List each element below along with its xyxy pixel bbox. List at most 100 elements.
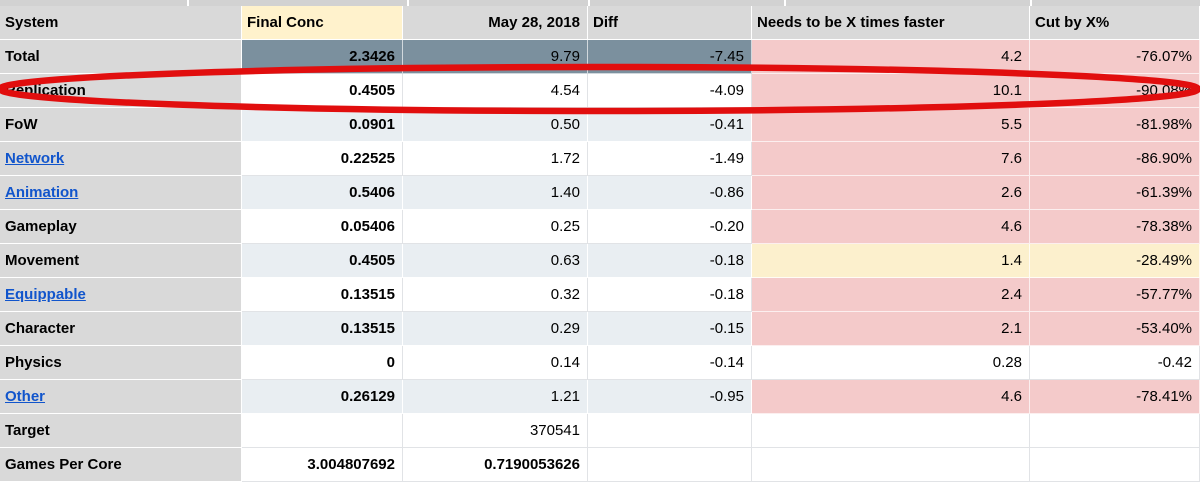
- cell-cut[interactable]: -76.07%: [1030, 40, 1200, 74]
- cell-needs[interactable]: 10.1: [752, 74, 1030, 108]
- cell-final-conc[interactable]: 0: [242, 346, 403, 380]
- column-header-may-28-2018[interactable]: May 28, 2018: [403, 6, 588, 40]
- cell-diff[interactable]: -0.14: [588, 346, 752, 380]
- cell-may28[interactable]: 0.25: [403, 210, 588, 244]
- cell-may28[interactable]: 370541: [403, 414, 588, 448]
- cell-final-conc[interactable]: 0.26129: [242, 380, 403, 414]
- cell-cut[interactable]: -86.90%: [1030, 142, 1200, 176]
- cell-diff[interactable]: -7.45: [588, 40, 752, 74]
- cell-may28[interactable]: 0.7190053626: [403, 448, 588, 482]
- table-row: Gameplay 0.05406 0.25 -0.20 4.6 -78.38%: [0, 210, 1200, 244]
- column-header-final-conc[interactable]: Final Conc: [242, 6, 403, 40]
- cell-final-conc[interactable]: [242, 414, 403, 448]
- cell-needs[interactable]: 0.28: [752, 346, 1030, 380]
- cell-needs[interactable]: 4.6: [752, 210, 1030, 244]
- cell-diff[interactable]: -4.09: [588, 74, 752, 108]
- column-header-cut-by-x-percent[interactable]: Cut by X%: [1030, 6, 1200, 40]
- system-link[interactable]: Other: [5, 388, 46, 405]
- cell-final-conc[interactable]: 0.5406: [242, 176, 403, 210]
- cell-system[interactable]: Games Per Core: [0, 448, 242, 482]
- cell-may28[interactable]: 9.79: [403, 40, 588, 74]
- column-header-system[interactable]: System: [0, 6, 242, 40]
- cell-diff[interactable]: -0.18: [588, 244, 752, 278]
- cell-cut[interactable]: [1030, 448, 1200, 482]
- cell-diff[interactable]: -0.20: [588, 210, 752, 244]
- cell-may28[interactable]: 0.50: [403, 108, 588, 142]
- cell-cut[interactable]: -78.38%: [1030, 210, 1200, 244]
- cell-final-conc[interactable]: 0.0901: [242, 108, 403, 142]
- table-row: Target 370541: [0, 414, 1200, 448]
- cell-may28[interactable]: 1.72: [403, 142, 588, 176]
- cell-needs[interactable]: 2.1: [752, 312, 1030, 346]
- cell-may28[interactable]: 1.40: [403, 176, 588, 210]
- cell-diff[interactable]: -0.95: [588, 380, 752, 414]
- system-link[interactable]: Animation: [5, 184, 79, 201]
- cell-system[interactable]: Total: [0, 40, 242, 74]
- system-link[interactable]: Network: [5, 150, 65, 167]
- cell-final-conc[interactable]: 2.3426: [242, 40, 403, 74]
- cell-needs[interactable]: 4.2: [752, 40, 1030, 74]
- column-header-needs-to-be-x-times-faster[interactable]: Needs to be X times faster: [752, 6, 1030, 40]
- cell-diff[interactable]: -0.15: [588, 312, 752, 346]
- cell-final-conc[interactable]: 0.4505: [242, 74, 403, 108]
- cell-may28[interactable]: 1.21: [403, 380, 588, 414]
- cell-cut[interactable]: [1030, 414, 1200, 448]
- cell-may28[interactable]: 0.14: [403, 346, 588, 380]
- cell-final-conc[interactable]: 0.22525: [242, 142, 403, 176]
- cell-system[interactable]: Equippable: [0, 278, 242, 312]
- cell-needs[interactable]: 5.5: [752, 108, 1030, 142]
- cell-system[interactable]: Movement: [0, 244, 242, 278]
- cell-diff[interactable]: -0.41: [588, 108, 752, 142]
- cell-needs[interactable]: 7.6: [752, 142, 1030, 176]
- table-row: Movement 0.4505 0.63 -0.18 1.4 -28.49%: [0, 244, 1200, 278]
- gridline: [187, 0, 189, 6]
- cell-system[interactable]: Target: [0, 414, 242, 448]
- cell-cut[interactable]: -57.77%: [1030, 278, 1200, 312]
- column-header-diff[interactable]: Diff: [588, 6, 752, 40]
- cell-system[interactable]: Replication: [0, 74, 242, 108]
- header-row: System Final Conc May 28, 2018 Diff Need…: [0, 6, 1200, 40]
- cell-cut[interactable]: -78.41%: [1030, 380, 1200, 414]
- cell-system[interactable]: Gameplay: [0, 210, 242, 244]
- cell-needs[interactable]: [752, 414, 1030, 448]
- cell-needs[interactable]: 2.6: [752, 176, 1030, 210]
- cell-final-conc[interactable]: 3.004807692: [242, 448, 403, 482]
- cell-system[interactable]: Other: [0, 380, 242, 414]
- cell-diff[interactable]: -1.49: [588, 142, 752, 176]
- cell-may28[interactable]: 0.32: [403, 278, 588, 312]
- cell-final-conc[interactable]: 0.13515: [242, 312, 403, 346]
- cell-cut[interactable]: -61.39%: [1030, 176, 1200, 210]
- cell-may28[interactable]: 4.54: [403, 74, 588, 108]
- cell-system[interactable]: Physics: [0, 346, 242, 380]
- table-row: Character 0.13515 0.29 -0.15 2.1 -53.40%: [0, 312, 1200, 346]
- cell-final-conc[interactable]: 0.05406: [242, 210, 403, 244]
- cell-may28[interactable]: 0.29: [403, 312, 588, 346]
- cell-cut[interactable]: -90.08%: [1030, 74, 1200, 108]
- table-row: Total 2.3426 9.79 -7.45 4.2 -76.07%: [0, 40, 1200, 74]
- cell-may28[interactable]: 0.63: [403, 244, 588, 278]
- table-row: Equippable 0.13515 0.32 -0.18 2.4 -57.77%: [0, 278, 1200, 312]
- cell-system[interactable]: FoW: [0, 108, 242, 142]
- cell-diff[interactable]: -0.86: [588, 176, 752, 210]
- cell-needs[interactable]: 1.4: [752, 244, 1030, 278]
- gridline: [588, 0, 590, 6]
- cell-system[interactable]: Animation: [0, 176, 242, 210]
- cell-needs[interactable]: 4.6: [752, 380, 1030, 414]
- table-body: Total 2.3426 9.79 -7.45 4.2 -76.07% Replicatio…: [0, 40, 1200, 482]
- cell-cut[interactable]: -53.40%: [1030, 312, 1200, 346]
- cell-system[interactable]: Character: [0, 312, 242, 346]
- gridline: [1030, 0, 1032, 6]
- cell-final-conc[interactable]: 0.4505: [242, 244, 403, 278]
- cell-final-conc[interactable]: 0.13515: [242, 278, 403, 312]
- cell-cut[interactable]: -0.42: [1030, 346, 1200, 380]
- cell-needs[interactable]: [752, 448, 1030, 482]
- cell-needs[interactable]: 2.4: [752, 278, 1030, 312]
- cell-cut[interactable]: -28.49%: [1030, 244, 1200, 278]
- cell-diff[interactable]: -0.18: [588, 278, 752, 312]
- table-row: Physics 0 0.14 -0.14 0.28 -0.42: [0, 346, 1200, 380]
- cell-cut[interactable]: -81.98%: [1030, 108, 1200, 142]
- cell-system[interactable]: Network: [0, 142, 242, 176]
- cell-diff[interactable]: [588, 448, 752, 482]
- cell-diff[interactable]: [588, 414, 752, 448]
- system-link[interactable]: Equippable: [5, 286, 86, 303]
